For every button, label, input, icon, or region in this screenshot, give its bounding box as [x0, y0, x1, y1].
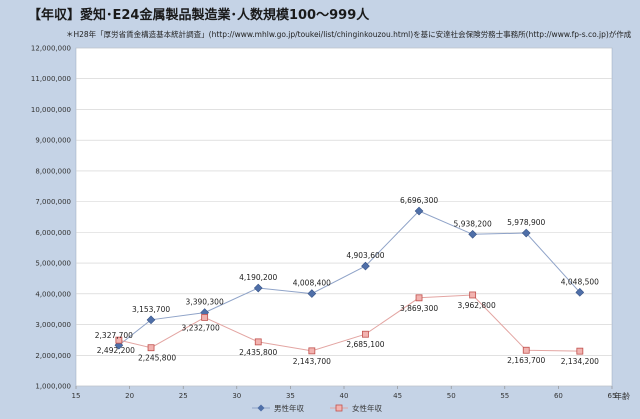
series-marker-female — [115, 336, 123, 344]
y-tick-label: 2,000,000 — [35, 352, 71, 360]
data-label: 2,163,700 — [507, 356, 545, 365]
y-tick-label: 5,000,000 — [35, 260, 71, 268]
legend-marker-male — [257, 404, 265, 412]
data-label: 3,869,300 — [400, 304, 438, 313]
data-label: 3,962,800 — [458, 301, 496, 310]
y-tick-label: 6,000,000 — [35, 229, 71, 237]
data-label: 4,048,500 — [561, 277, 599, 286]
series-marker-female — [576, 347, 584, 355]
series-marker-male — [468, 229, 477, 239]
x-tick-label: 35 — [286, 392, 295, 400]
series-marker-male — [253, 283, 263, 293]
data-label: 2,685,100 — [346, 340, 384, 349]
data-label: 2,134,200 — [561, 357, 599, 366]
series-marker-male — [575, 288, 585, 297]
series-marker-female — [522, 346, 530, 354]
x-tick-label: 50 — [447, 392, 456, 400]
y-tick-label: 11,000,000 — [31, 75, 71, 83]
series-marker-female — [308, 347, 316, 355]
data-label: 2,492,200 — [97, 346, 135, 355]
data-label: 5,978,900 — [507, 218, 545, 227]
data-label: 3,153,700 — [132, 305, 170, 314]
series-marker-female — [362, 330, 369, 338]
legend-label: 男性年収 — [274, 403, 304, 413]
chart-note: ＊H28年「厚労省賃金構造基本統計調査」(http://www.mhlw.go.… — [66, 29, 632, 39]
legend-label: 女性年収 — [352, 403, 382, 413]
data-label: 4,008,400 — [293, 279, 331, 288]
series-marker-female — [201, 313, 209, 321]
x-tick-label: 40 — [340, 392, 349, 400]
data-label: 4,190,200 — [239, 273, 277, 282]
x-tick-label: 45 — [393, 392, 402, 400]
series-line-1 — [118, 294, 580, 352]
plot-area — [75, 47, 613, 387]
legend-marker-female — [335, 404, 343, 412]
axes: 1,000,000 2,000,000 3,000,000 4,000,000 5,00… — [31, 45, 617, 401]
data-label: 3,232,700 — [182, 323, 220, 332]
data-label: 2,327,700 — [95, 331, 133, 340]
x-tick-label: 30 — [232, 392, 241, 400]
chart-title: 【年収】愛知･E24金属製品製造業･人数規模100～999人 — [28, 7, 370, 23]
data-label: 3,390,300 — [186, 298, 224, 307]
y-tick-label: 8,000,000 — [35, 167, 71, 175]
series-marker-male — [361, 261, 370, 271]
x-tick-label: 55 — [500, 392, 509, 400]
y-tick-label: 1,000,000 — [35, 383, 71, 391]
x-tick-label: 65 — [608, 392, 617, 400]
legend: 男性年収 女性年収 — [252, 403, 382, 413]
series-line-0 — [118, 210, 581, 346]
data-label: 5,938,200 — [454, 219, 492, 228]
series-marker-female — [415, 294, 423, 302]
series-marker-female — [254, 338, 262, 346]
series-marker-male — [521, 228, 531, 238]
x-tick-label: 25 — [179, 392, 188, 400]
series — [114, 206, 585, 355]
x-axis-label: 年齢 — [614, 391, 630, 401]
y-tick-label: 4,000,000 — [35, 290, 71, 298]
series-marker-male — [146, 315, 156, 325]
data-label: 4,903,600 — [346, 251, 384, 260]
data-labels: 2,327,700 3,153,700 3,390,300 4,190,200 4,00… — [95, 196, 599, 366]
y-tick-label: 3,000,000 — [35, 321, 71, 329]
y-tick-label: 9,000,000 — [35, 137, 71, 145]
series-marker-male — [414, 206, 424, 216]
data-label: 6,696,300 — [400, 196, 438, 205]
series-marker-female — [469, 291, 477, 299]
y-tick-label: 7,000,000 — [35, 198, 71, 206]
x-tick-label: 15 — [72, 392, 81, 400]
data-label: 2,143,700 — [293, 357, 331, 366]
data-label: 2,245,800 — [138, 354, 176, 363]
x-tick-label: 60 — [554, 392, 563, 400]
grid — [76, 47, 612, 387]
x-tick-label: 20 — [125, 392, 134, 400]
series-marker-male — [307, 289, 317, 298]
y-tick-label: 12,000,000 — [31, 45, 71, 53]
data-label: 2,435,800 — [239, 348, 277, 357]
series-marker-female — [147, 344, 155, 352]
y-tick-label: 10,000,000 — [31, 106, 71, 114]
